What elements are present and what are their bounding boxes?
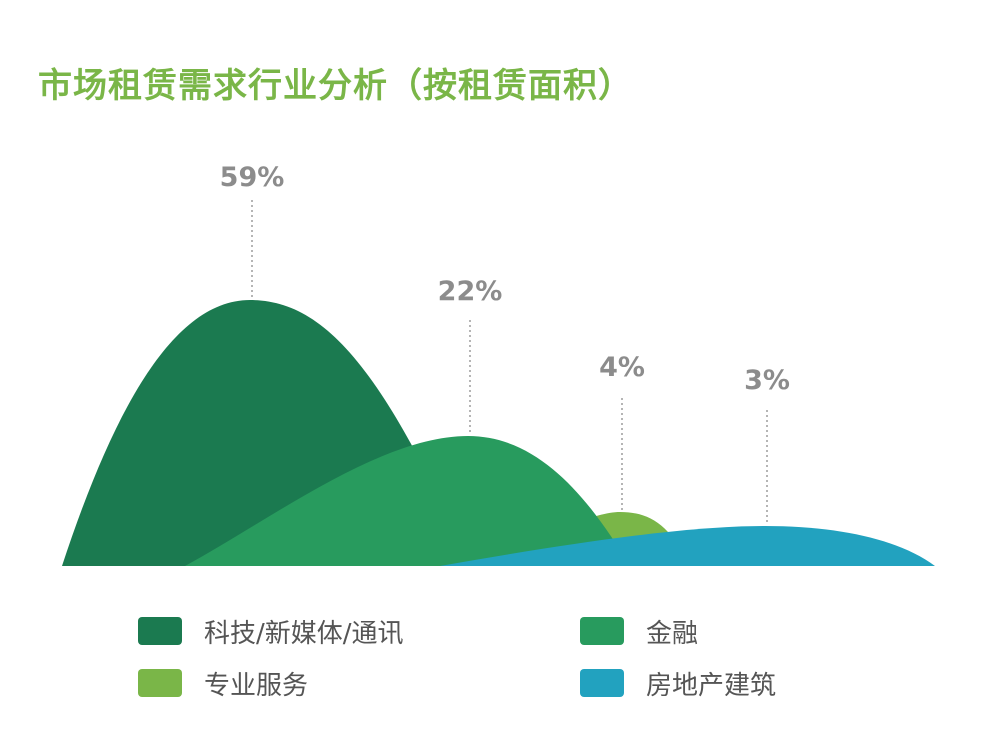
series-hump-4 [440, 526, 935, 566]
legend-label: 房地产建筑 [646, 670, 777, 701]
legend-label: 科技/新媒体/通讯 [204, 618, 404, 649]
legend-swatch [138, 669, 182, 697]
data-label-3: 4% [599, 352, 645, 383]
legend-swatch [580, 617, 624, 645]
legend-item-3: 专业服务 [138, 668, 308, 701]
data-labels: 59% 22% 4% 3% [220, 162, 790, 396]
leader-lines [251, 200, 768, 524]
data-label-2: 22% [438, 276, 503, 307]
legend-item-1: 科技/新媒体/通讯 [138, 616, 404, 649]
legend-swatch [580, 669, 624, 697]
legend-label: 金融 [646, 618, 699, 649]
data-label-1: 59% [220, 162, 285, 193]
legend-item-4: 房地产建筑 [580, 668, 776, 701]
legend-item-2: 金融 [580, 616, 698, 649]
series-humps [62, 300, 935, 566]
data-label-4: 3% [744, 365, 790, 396]
chart-area: 59% 22% 4% 3% [62, 162, 935, 566]
legend-label: 专业服务 [204, 670, 309, 701]
legend-swatch [138, 617, 182, 645]
chart-title: 市场租赁需求行业分析（按租赁面积） [38, 66, 633, 106]
series-hump-2 [185, 436, 630, 566]
